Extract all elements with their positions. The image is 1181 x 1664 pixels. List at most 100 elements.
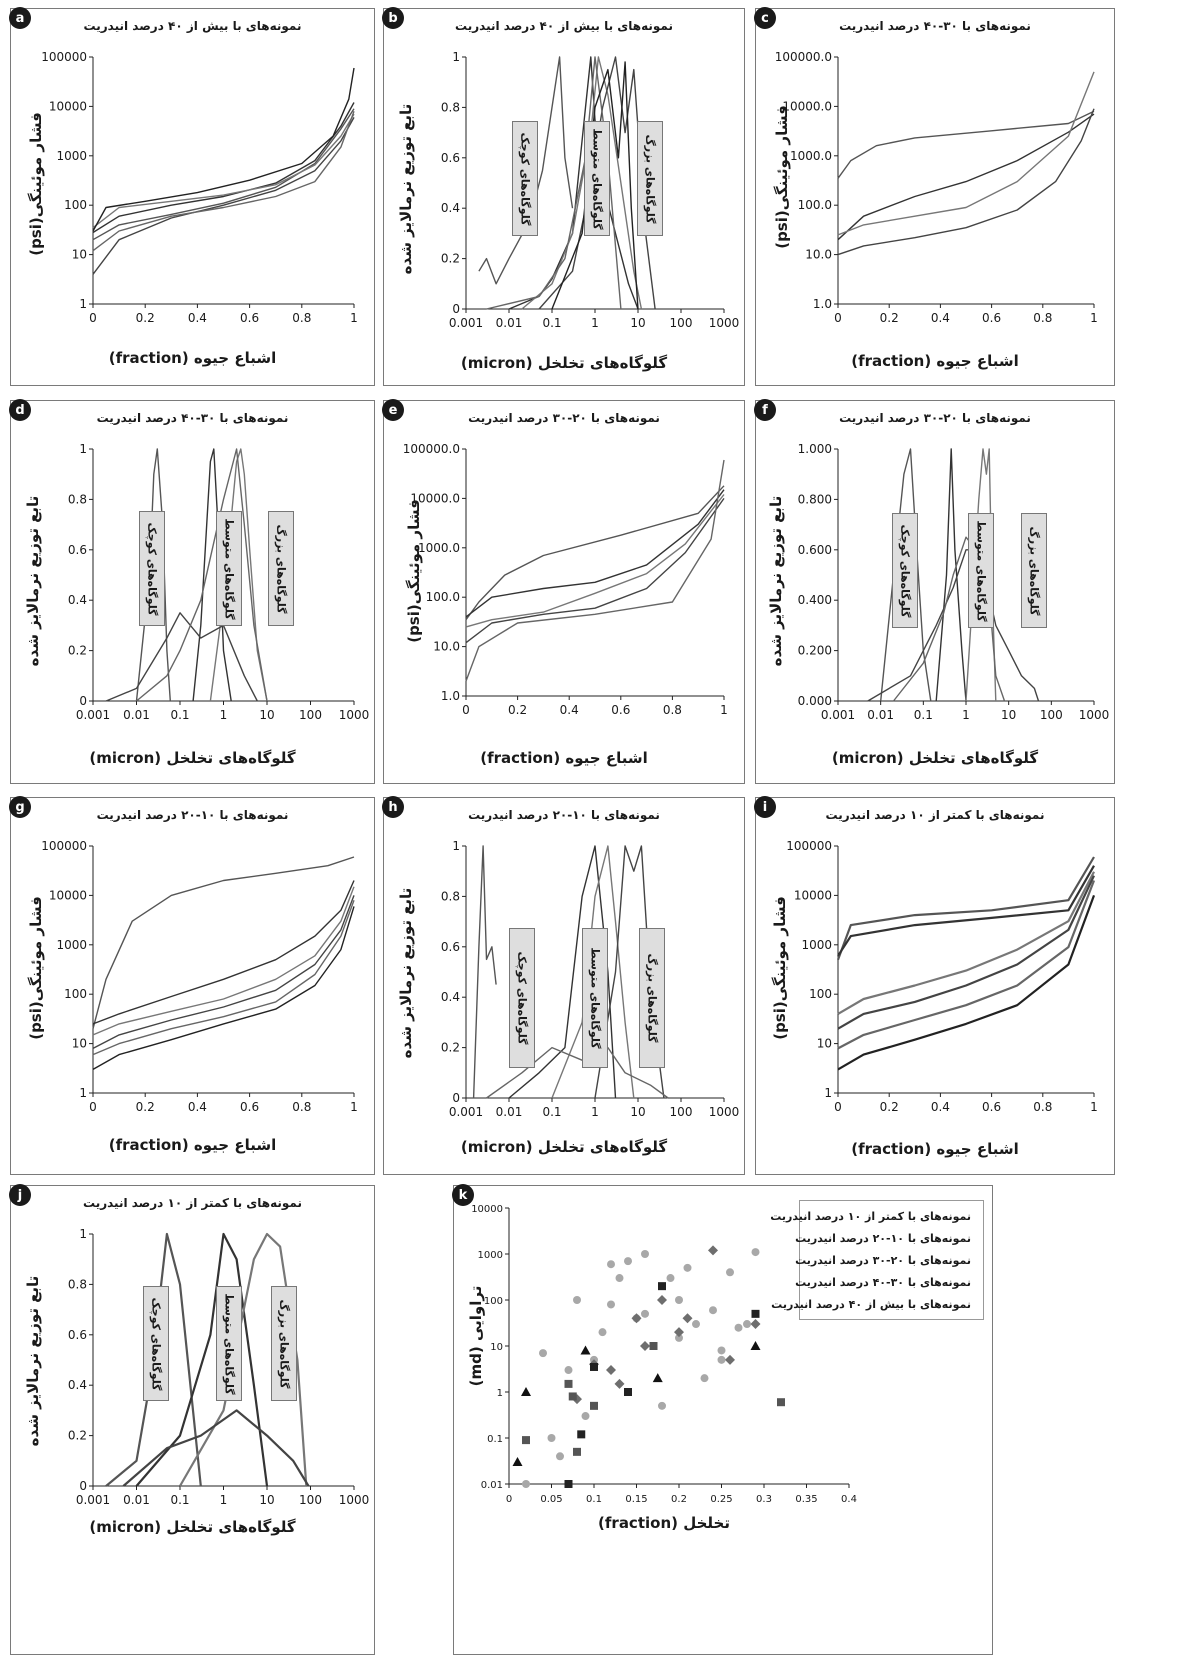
series-line: [179, 1232, 308, 1487]
box-label-small: گلوگاه‌های کوچک: [139, 511, 165, 626]
scatter-point: [700, 1374, 709, 1383]
y-tick-label: 0.6: [68, 543, 87, 557]
legend-label: نمونه‌های با ۳۰-۴۰ درصد انیدریت: [795, 1275, 971, 1289]
y-tick-label: 0.200: [798, 644, 832, 658]
series-line: [465, 494, 725, 628]
y-tick-label: 0.2: [441, 252, 460, 266]
x-tick-label: 0: [89, 1100, 97, 1114]
scatter-point: [734, 1323, 743, 1332]
scatter-point: [726, 1268, 734, 1277]
y-tick-label: 1: [79, 442, 87, 456]
y-axis-label: تابع توزیع نرمالایز شده: [24, 495, 42, 667]
y-axis-label: فشار موئینگی(psi): [27, 896, 45, 1040]
scatter-point: [590, 1362, 598, 1371]
x-axis-label: اشباع جیوه (fraction): [851, 352, 1019, 370]
panel-letter: g: [9, 796, 31, 818]
x-axis-label: گلوگاه‌های تخلخل (micron): [460, 1138, 668, 1156]
plot-area: 0 0.2 0.4 0.6 0.8 1 1.0 10.0 100.0 1000.0 10000.0 1…: [775, 50, 1098, 325]
x-tick-label: 0.001: [449, 316, 483, 330]
scatter-point: [568, 1392, 577, 1401]
scatter-point: [641, 1309, 649, 1318]
x-tick-label: 0.15: [625, 1494, 647, 1505]
series-line: [837, 875, 1095, 1030]
box-label-medium: گلوگاه‌های متوسط: [216, 1286, 242, 1401]
legend-label: نمونه‌های با کمتر از ۱۰ درصد انیدریت: [770, 1209, 971, 1223]
y-tick-label: 1: [79, 1227, 87, 1241]
scatter-point: [692, 1320, 700, 1329]
x-axis-label: اشباع جیوه (fraction): [851, 1140, 1019, 1158]
scatter-point: [590, 1401, 598, 1410]
chart-title: نمونه‌های با بیش از ۴۰ درصد انیدریت: [83, 19, 302, 33]
panel-letter: a: [9, 7, 31, 29]
y-tick-label: 1000: [56, 149, 87, 163]
chart-title: نمونه‌های با ۱۰-۲۰ درصد انیدریت: [96, 808, 289, 822]
panel-letter: k: [452, 1184, 474, 1206]
y-tick-label: 10: [72, 1037, 87, 1051]
y-tick-label: 0: [452, 302, 460, 316]
legend-item: نمونه‌های با کمتر از ۱۰ درصد انیدریت: [770, 1205, 977, 1227]
y-axis-label: تراوایی (md): [467, 1285, 485, 1387]
scatter-point: [675, 1296, 683, 1304]
y-tick-label: 1000: [56, 938, 87, 952]
scatter-point: [652, 1373, 663, 1383]
x-tick-label: 0: [506, 1494, 512, 1505]
plot-area: 0.001 0.01 0.1 1 10 100 1000 0.000 0.200 0.400 0.6…: [798, 442, 1110, 722]
x-tick-label: 1: [591, 316, 599, 330]
x-tick-label: 1: [720, 703, 728, 717]
y-tick-label: 1.000: [798, 442, 832, 456]
y-axis-label: تابع توزیع نرمالایز شده: [397, 887, 415, 1059]
panel-letter: h: [382, 796, 404, 818]
y-tick-label: 1: [824, 1086, 832, 1100]
scatter-point: [675, 1333, 683, 1342]
x-tick-label: 1: [1090, 1100, 1098, 1114]
x-tick-label: 0: [462, 703, 470, 717]
x-tick-label: 0.01: [496, 316, 523, 330]
scatter-point: [640, 1341, 650, 1351]
series-line: [92, 906, 355, 1071]
series-line: [92, 113, 355, 229]
scatter-point: [539, 1349, 547, 1358]
series-line: [837, 871, 1095, 1015]
x-tick-label: 0.1: [170, 1493, 189, 1507]
legend-item: نمونه‌های با ۳۰-۴۰ درصد انیدریت: [795, 1271, 977, 1293]
series-line: [92, 899, 355, 1056]
chart-title: نمونه‌های با کمتر از ۱۰ درصد انیدریت: [83, 1196, 302, 1210]
y-tick-label: 0.600: [798, 543, 832, 557]
y-axis-label: تابع توزیع نرمالایز شده: [24, 1275, 42, 1447]
scatter-point: [717, 1346, 726, 1355]
series-line: [105, 612, 258, 702]
y-tick-label: 10: [72, 248, 87, 262]
chart-panel-f: f نمونه‌های با ۲۰-۳۰ درصد انیدریت 0.001 0…: [754, 399, 1115, 784]
series-line: [837, 113, 1095, 241]
series-line: [136, 448, 268, 702]
x-tick-label: 0.1: [914, 708, 933, 722]
y-tick-label: 0.8: [68, 1277, 87, 1291]
y-tick-label: 10000: [49, 99, 87, 113]
y-tick-label: 10000.0: [782, 99, 832, 113]
y-tick-label: 1.0: [813, 297, 832, 311]
y-tick-label: 0.4: [441, 990, 460, 1004]
scatter-point: [631, 1313, 642, 1324]
x-tick-label: 0.01: [123, 708, 150, 722]
scatter-point: [521, 1387, 531, 1396]
y-tick-label: 10000.0: [410, 491, 460, 505]
y-tick-label: 100.0: [426, 590, 460, 604]
y-tick-label: 0.6: [441, 151, 460, 165]
x-tick-label: 0.1: [170, 708, 189, 722]
x-tick-label: 0.001: [76, 708, 110, 722]
scatter-point: [624, 1257, 632, 1266]
chart-panel-b: b نمونه‌های با بیش از ۴۰ درصد انیدریت 0.…: [382, 7, 745, 386]
x-tick-label: 1000: [709, 1105, 740, 1119]
series-line: [465, 485, 725, 621]
x-tick-label: 0.4: [931, 311, 950, 325]
panel-letter: d: [9, 399, 31, 421]
plot-area: 0.001 0.01 0.1 1 10 100 1000 0 0.2 0.4 0.6 0.8 1: [441, 839, 740, 1119]
series-line: [837, 865, 1095, 957]
y-tick-label: 10000: [471, 1204, 503, 1215]
x-tick-label: 100: [670, 316, 693, 330]
panel-letter: e: [382, 399, 404, 421]
chart-panel-k: k 0 0.05 0.1 0.15 0.2 0.25 0.3 0.35 0.4 0.01 0.1 1 1…: [452, 1184, 993, 1655]
x-axis-label: تخلخل (fraction): [598, 1514, 730, 1532]
legend: نمونه‌های با کمتر از ۱۰ درصد انیدریت نمون…: [770, 1200, 984, 1320]
y-axis-label: تابع توزیع نرمالایز شده: [767, 495, 785, 667]
